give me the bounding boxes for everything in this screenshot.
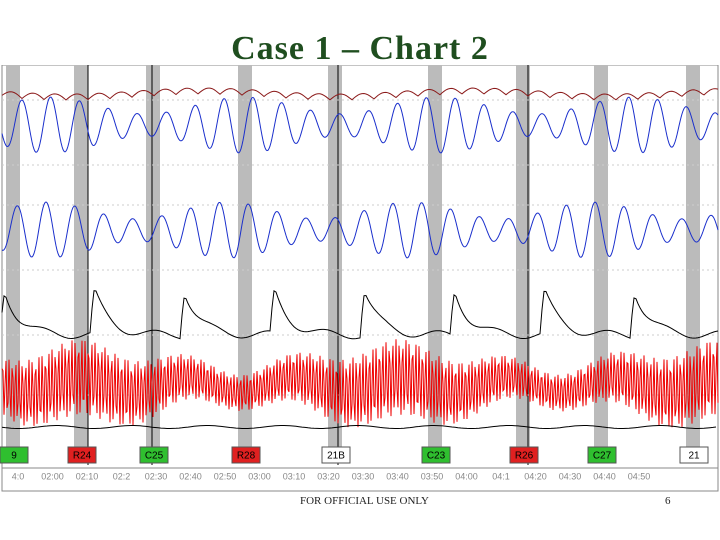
time-label: 03:00	[248, 471, 271, 481]
time-label: 02:10	[76, 471, 99, 481]
time-label: 04:50	[628, 471, 651, 481]
question-label: R24	[73, 451, 92, 462]
question-label: C25	[145, 451, 164, 462]
question-marker	[421, 446, 451, 464]
question-marker	[587, 446, 617, 464]
cardio-trace	[1, 339, 719, 428]
question-marker	[67, 446, 97, 464]
question-label: C23	[427, 451, 446, 462]
lower-pneumo-trace	[1, 201, 719, 259]
slide-title: Case 1 – Chart 2	[231, 30, 489, 67]
time-label: 4:0	[12, 471, 25, 481]
time-label: 03:50	[421, 471, 444, 481]
time-label: 04:20	[524, 471, 547, 481]
time-label: 04:30	[559, 471, 582, 481]
activity-trace	[1, 425, 717, 429]
question-marker	[321, 446, 351, 464]
cardio-upper-trace	[1, 87, 719, 101]
time-label: 02:50	[214, 471, 237, 481]
question-band	[328, 65, 342, 450]
question-marker	[679, 446, 709, 464]
question-marker	[509, 446, 539, 464]
time-label: 02:2	[113, 471, 131, 481]
time-label: 03:10	[283, 471, 306, 481]
eda-trace	[1, 289, 719, 340]
time-label: 03:40	[386, 471, 409, 481]
question-label: R26	[515, 451, 534, 462]
question-band	[238, 65, 252, 450]
time-label: 03:20	[317, 471, 340, 481]
question-band	[594, 65, 608, 450]
time-label: 02:00	[41, 471, 64, 481]
question-label: C27	[593, 451, 612, 462]
upper-pneumo-trace	[1, 96, 719, 154]
question-label: 9	[11, 451, 17, 462]
time-label: 04:00	[455, 471, 478, 481]
question-band	[428, 65, 442, 450]
question-label: 21B	[327, 451, 345, 462]
page-number: 6	[665, 495, 671, 507]
footer: FOR OFFICIAL USE ONLY	[300, 495, 429, 507]
time-label: 03:30	[352, 471, 375, 481]
time-label: 04:1	[492, 471, 510, 481]
time-label: 04:40	[593, 471, 616, 481]
question-marker	[139, 446, 169, 464]
question-marker	[0, 446, 29, 464]
question-band	[6, 65, 20, 450]
time-label: 02:30	[145, 471, 168, 481]
question-band	[516, 65, 530, 450]
question-marker	[231, 446, 261, 464]
polygraph-chart: 9 R24 C25 R28 21B C23 R26 C27 21 4:0 02:00 02:10 02:…	[0, 65, 719, 492]
question-label: 21	[688, 451, 700, 462]
question-band	[146, 65, 160, 450]
question-label: R28	[237, 451, 256, 462]
time-label: 02:40	[179, 471, 202, 481]
